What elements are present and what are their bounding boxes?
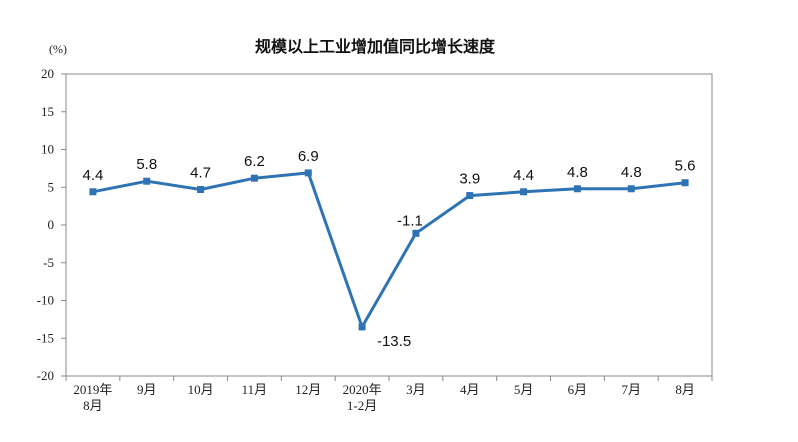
y-tick-label: 10: [41, 142, 54, 157]
data-point-marker: [627, 185, 635, 193]
x-tick-label: 5月: [514, 382, 534, 397]
y-tick-label: -10: [37, 293, 54, 308]
x-tick-label: 12月: [295, 382, 321, 397]
x-tick-label: 7月: [621, 382, 641, 397]
data-point-marker: [681, 179, 689, 187]
x-tick-label: 8月: [83, 398, 103, 413]
data-label: 4.7: [190, 165, 211, 182]
x-tick-label: 2019年: [73, 382, 112, 397]
data-point-marker: [250, 174, 258, 182]
data-point-marker: [520, 188, 528, 196]
data-point-marker: [304, 169, 312, 177]
y-tick-label: -20: [37, 368, 54, 383]
data-label: 3.9: [459, 171, 480, 188]
data-labels: 4.4 5.8 4.7 6.2 6.9 -13.5 -1.1 3.9 4.4 4.8 4.8 5.6: [82, 148, 695, 350]
chart-title: 规模以上工业增加值同比增长速度: [255, 37, 496, 56]
y-tick-label: 15: [41, 104, 54, 119]
data-label: 4.8: [621, 164, 642, 181]
x-tick-label: 4月: [460, 382, 480, 397]
y-tick-label: -5: [43, 255, 54, 270]
data-label: 6.2: [244, 153, 265, 170]
x-tick-label: 10月: [188, 382, 214, 397]
x-tick-label: 9月: [137, 382, 157, 397]
data-label: -1.1: [397, 212, 423, 229]
data-label: 4.4: [82, 167, 103, 184]
data-point-marker: [89, 188, 97, 196]
y-tick-label: 5: [48, 179, 55, 194]
data-point-marker: [573, 185, 581, 193]
x-tick-label: 6月: [568, 382, 588, 397]
x-tick-label: 1-2月: [347, 398, 377, 413]
y-axis-unit-label: (%): [49, 42, 67, 56]
y-tick-label: 0: [48, 217, 55, 232]
y-tick-label: 20: [41, 66, 54, 81]
x-tick-label: 8月: [675, 382, 695, 397]
x-tick-label: 2020年: [343, 382, 382, 397]
series-markers: [89, 169, 689, 331]
data-label: 4.8: [567, 164, 588, 181]
data-label: 5.8: [136, 156, 157, 173]
data-point-marker: [358, 323, 366, 331]
y-axis-ticks: 20 15 10 5 0 -5 -10 -15 -20: [37, 66, 66, 383]
y-tick-label: -15: [37, 330, 54, 345]
x-tick-label: 3月: [406, 382, 426, 397]
data-label: 4.4: [513, 167, 534, 184]
data-point-marker: [412, 229, 420, 237]
x-tick-label: 11月: [242, 382, 268, 397]
data-point-marker: [466, 192, 474, 200]
plot-area-border: [65, 73, 713, 377]
data-point-marker: [143, 177, 151, 185]
data-point-marker: [197, 186, 205, 194]
data-label: -13.5: [377, 333, 411, 350]
data-label: 5.6: [675, 158, 696, 175]
series-line: [92, 171, 686, 329]
data-label: 6.9: [298, 148, 319, 165]
